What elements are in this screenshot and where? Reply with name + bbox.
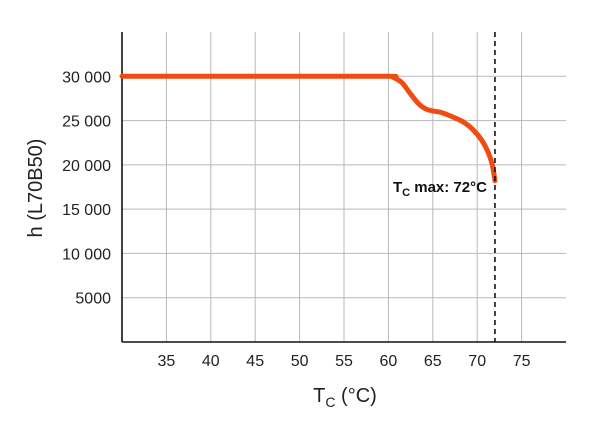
y-tick-label-15000: 15 000 <box>62 202 111 219</box>
y-tick-label-20000: 20 000 <box>62 158 111 175</box>
y-tick-label-10000: 10 000 <box>62 246 111 263</box>
x-tick-label-50: 50 <box>291 353 309 370</box>
y-tick-label-30000: 30 000 <box>62 69 111 86</box>
annotation-layer: TC max: 72°C <box>393 32 496 342</box>
x-tick-label-35: 35 <box>158 353 176 370</box>
x-axis-label: TC (°C) <box>313 385 377 410</box>
x-tick-label-40: 40 <box>202 353 220 370</box>
series-layer <box>119 73 498 184</box>
x-tick-label-55: 55 <box>335 353 353 370</box>
x-tick-label-75: 75 <box>513 353 531 370</box>
tick-labels: 35 40 45 50 55 60 65 70 75 5000 10 000 15 000 20 000… <box>62 69 531 370</box>
series-line-0 <box>119 73 498 184</box>
axes <box>121 32 566 343</box>
y-tick-label-25000: 25 000 <box>62 114 111 131</box>
x-tick-label-65: 65 <box>424 353 442 370</box>
x-tick-label-60: 60 <box>380 353 398 370</box>
x-tick-label-45: 45 <box>246 353 264 370</box>
tc-max-annotation: TC max: 72°C <box>393 179 487 199</box>
y-axis-label: h (L70B50) <box>25 139 47 238</box>
y-tick-label-5000: 5000 <box>75 291 111 308</box>
x-tick-label-70: 70 <box>468 353 486 370</box>
